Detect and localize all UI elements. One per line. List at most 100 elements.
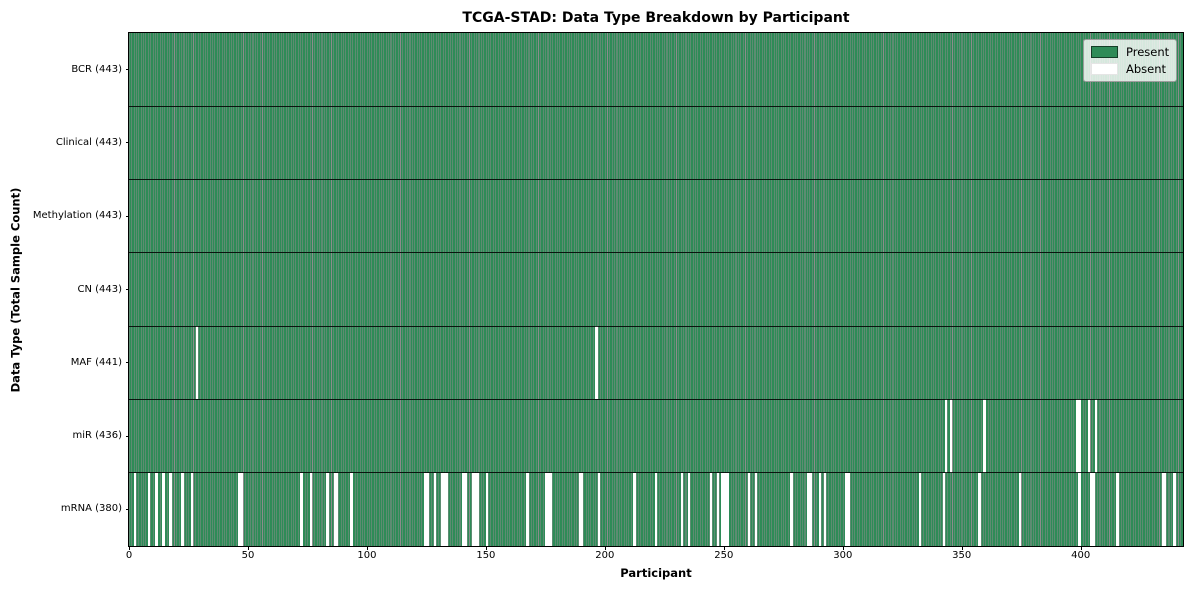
- legend-entry-absent: Absent: [1091, 63, 1169, 75]
- heatmap-row-mir: [129, 399, 1183, 473]
- absent-bar: [1173, 472, 1176, 546]
- legend-entry-present: Present: [1091, 46, 1169, 58]
- y-tick-label: miR (436): [72, 430, 122, 442]
- absent-bar: [754, 472, 758, 546]
- x-tick-label: 50: [241, 550, 255, 561]
- y-tick: [125, 69, 129, 71]
- absent-bar: [440, 472, 444, 546]
- absent-bar: [1078, 399, 1081, 473]
- absent-bar: [578, 472, 582, 546]
- absent-bar: [326, 472, 329, 546]
- x-tick: [842, 546, 844, 550]
- x-tick: [723, 546, 725, 550]
- x-tick-label: 250: [714, 550, 734, 561]
- absent-bar: [148, 472, 151, 546]
- absent-bar: [300, 472, 303, 546]
- absent-bar: [181, 472, 184, 546]
- y-tick: [125, 435, 129, 437]
- legend-label-absent: Absent: [1126, 62, 1167, 76]
- y-tick: [125, 362, 129, 364]
- y-tick: [125, 142, 129, 144]
- absent-bar: [942, 472, 946, 546]
- heatmap-row-bcr: [129, 33, 1183, 106]
- heatmap-row-cn: [129, 253, 1183, 326]
- absent-bar: [1078, 472, 1081, 546]
- absent-bar: [162, 472, 165, 546]
- absent-bar: [680, 472, 684, 546]
- absent-bar: [333, 472, 336, 546]
- legend: Present Absent: [1083, 39, 1177, 82]
- absent-bar: [983, 399, 986, 473]
- absent-bar: [1094, 399, 1098, 473]
- x-tick-label: 300: [833, 550, 853, 561]
- x-tick-label: 350: [952, 550, 972, 561]
- absent-bar: [1087, 399, 1091, 473]
- legend-label-present: Present: [1126, 45, 1170, 59]
- absent-bar: [464, 472, 467, 546]
- heatmap-row-mrna: [129, 472, 1183, 546]
- absent-bar: [818, 472, 822, 546]
- absent-bar: [526, 472, 529, 546]
- absent-bar: [1090, 472, 1093, 546]
- absent-bar: [633, 472, 636, 546]
- absent-bar: [595, 326, 598, 400]
- absent-bar: [545, 472, 548, 546]
- present-bars-layer: [129, 33, 1183, 546]
- row-divider: [129, 105, 1183, 107]
- absent-swatch-icon: [1091, 63, 1118, 75]
- row-divider: [129, 398, 1183, 400]
- absent-bar: [688, 472, 691, 546]
- absent-bar: [335, 472, 339, 546]
- x-axis-label: Participant: [620, 566, 692, 580]
- absent-bar: [426, 472, 429, 546]
- absent-bar: [462, 472, 465, 546]
- y-tick: [125, 289, 129, 290]
- x-tick: [129, 546, 130, 550]
- y-tick-label: MAF (441): [70, 356, 122, 368]
- absent-bar: [978, 472, 981, 546]
- x-tick: [366, 546, 368, 550]
- absent-bar: [721, 472, 724, 546]
- x-tick: [485, 546, 487, 550]
- present-swatch-icon: [1091, 46, 1118, 58]
- absent-bar: [918, 472, 922, 546]
- absent-bar: [433, 472, 436, 546]
- absent-bar: [1116, 472, 1119, 546]
- absent-bar: [709, 472, 712, 546]
- y-tick-label: CN (443): [77, 283, 122, 295]
- absent-bar: [823, 472, 827, 546]
- absent-bar: [547, 472, 551, 546]
- absent-bar: [726, 472, 729, 546]
- absent-bar: [443, 472, 446, 546]
- absent-bar: [445, 472, 448, 546]
- absent-bar: [485, 472, 489, 546]
- y-tick: [125, 215, 129, 217]
- absent-bar: [807, 472, 810, 546]
- x-tick-label: 0: [125, 550, 133, 561]
- absent-bar: [473, 472, 477, 546]
- absent-bar: [723, 472, 727, 546]
- y-tick-label: BCR (443): [71, 63, 122, 75]
- y-tick-label: mRNA (380): [60, 503, 122, 515]
- absent-bar: [169, 472, 172, 546]
- x-tick: [1080, 546, 1082, 550]
- absent-bar: [240, 472, 244, 546]
- row-divider: [129, 179, 1183, 181]
- y-tick: [125, 508, 129, 510]
- absent-bar: [1075, 399, 1079, 473]
- y-tick-label: Clinical (443): [55, 136, 122, 148]
- row-divider: [129, 472, 1183, 474]
- row-divider: [129, 325, 1183, 327]
- heatmap-row-methylation: [129, 180, 1183, 253]
- absent-bar: [581, 472, 584, 546]
- absent-bar: [424, 472, 427, 546]
- absent-bar: [716, 472, 720, 546]
- absent-bar: [476, 472, 479, 546]
- absent-bar: [238, 472, 241, 546]
- absent-bar: [845, 472, 848, 546]
- absent-bar: [550, 472, 553, 546]
- x-tick-label: 100: [357, 550, 377, 561]
- heatmap-row-maf: [129, 326, 1183, 400]
- absent-bar: [945, 399, 948, 473]
- absent-bar: [1018, 472, 1022, 546]
